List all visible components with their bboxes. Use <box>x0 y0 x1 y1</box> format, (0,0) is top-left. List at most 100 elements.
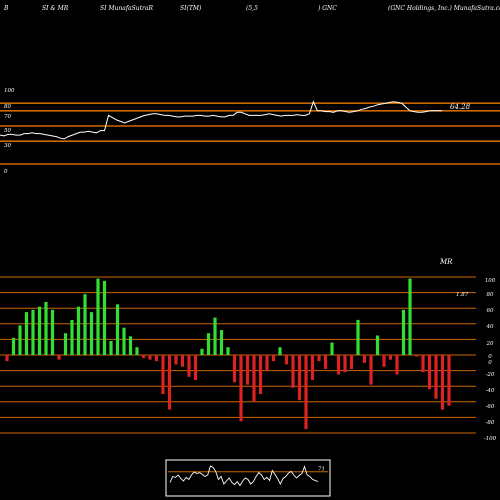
mr-bar <box>50 309 55 355</box>
mr-bar <box>232 355 237 383</box>
mr-bar <box>89 312 94 355</box>
mr-ytick-5: 0 <box>488 354 492 360</box>
mr-bar <box>427 355 432 390</box>
mr-ytick-0: 100 <box>485 278 496 284</box>
mr-bar <box>115 304 120 355</box>
mr-bar <box>44 302 48 355</box>
mr-bar <box>330 342 334 355</box>
mr-bar <box>167 355 172 410</box>
mr-bar <box>278 347 282 355</box>
rsi-ytick-3: 50 <box>4 128 11 134</box>
mr-last-value-label: 1.87 <box>456 292 469 298</box>
mr-bar <box>362 355 367 363</box>
mr-ytick-11: -100 <box>484 436 497 442</box>
mr-bar <box>239 355 243 422</box>
mr-bar <box>63 333 68 355</box>
mr-bar <box>122 327 126 355</box>
mr-bar <box>219 330 224 355</box>
mr-bar <box>109 341 113 355</box>
mr-bar <box>102 280 107 355</box>
mr-bar <box>408 278 412 355</box>
mr-ytick-3: 40 <box>486 324 494 330</box>
rsi-ytick-1: 80 <box>4 104 11 110</box>
mr-bar <box>258 355 263 394</box>
mini-rsi-panel: 71 <box>165 459 331 497</box>
mr-bar <box>421 355 425 373</box>
mr-bar <box>310 355 315 380</box>
mr-bar <box>388 355 393 360</box>
header-item-1: SI & MR <box>42 5 69 12</box>
mini-frame <box>165 459 331 497</box>
mr-bar <box>382 355 386 367</box>
header-item-3: SI(TM) <box>180 5 202 12</box>
mr-bar <box>323 355 328 369</box>
mr-bar <box>434 355 438 399</box>
rsi-ytick-2: 70 <box>4 114 11 120</box>
header-item-4: (5,5 <box>246 5 258 12</box>
mr-title: MR <box>439 258 453 266</box>
mr-bar <box>304 355 308 430</box>
mr-bar <box>76 306 81 355</box>
mr-bar <box>70 319 74 355</box>
rsi-ytick-4: 30 <box>4 143 11 149</box>
mr-bar <box>265 355 269 371</box>
mr-bar <box>83 294 87 355</box>
mr-bar <box>206 333 211 355</box>
mini-last-value-label: 71 <box>318 467 325 473</box>
mr-bar <box>336 355 341 375</box>
mr-bar <box>343 355 347 373</box>
mr-bar <box>24 312 29 355</box>
mr-bar <box>349 355 354 369</box>
mr-bar <box>297 355 302 401</box>
mr-bar <box>356 319 360 355</box>
mr-bar <box>252 355 256 402</box>
mr-bar <box>193 355 198 380</box>
header-item-2: SI MunafaSutraR <box>100 5 153 12</box>
mr-bar <box>174 355 178 365</box>
rsi-last-value-label: 64.28 <box>450 103 471 111</box>
mr-bar <box>18 325 22 355</box>
mr-bar <box>291 355 295 388</box>
header-item-6: (GNC Holdings, Inc.) MunafaSutra.com <box>388 5 500 12</box>
mr-bar <box>213 317 217 355</box>
header-item-5: ) GNC <box>317 5 337 12</box>
mr-bar <box>128 336 133 355</box>
mr-bar <box>440 355 445 410</box>
chart-header: B SI & MR SI MunafaSutraR SI(TM) (5,5 ) GNC (G… <box>3 5 500 12</box>
mr-bar <box>148 355 152 360</box>
mr-bar <box>226 347 230 355</box>
mr-bar <box>187 355 191 377</box>
mr-ytick-7: -20 <box>486 372 495 378</box>
mr-bar <box>5 355 9 362</box>
mr-bar <box>37 306 42 355</box>
mr-bar <box>414 355 419 357</box>
mr-bar <box>401 309 406 355</box>
mr-panel: 100 80 60 40 20 00 -20 -40 -60 -80 -100 MR 1.87 <box>0 258 497 442</box>
mr-bar <box>57 355 61 360</box>
mr-ytick-8: -40 <box>486 388 495 394</box>
rsi-panel: 100 80 70 50 30 0 64.28 <box>0 88 500 175</box>
mr-ytick-6: 0 <box>488 360 492 366</box>
mr-bar <box>369 355 373 385</box>
rsi-ytick-5: 0 <box>4 169 8 175</box>
mini-series-line <box>169 465 319 487</box>
mr-ytick-4: 20 <box>486 341 494 347</box>
mr-ytick-10: -80 <box>486 420 495 426</box>
mr-bar <box>284 355 289 365</box>
mr-ytick-1: 80 <box>487 292 494 298</box>
mr-bar <box>317 355 321 362</box>
mr-bar <box>200 348 204 355</box>
mr-bar <box>141 355 146 359</box>
mr-bar <box>11 337 16 355</box>
mr-bar <box>395 355 399 375</box>
rsi-series-line <box>0 100 442 140</box>
header-item-0: B <box>3 5 9 12</box>
mr-bar <box>154 355 159 362</box>
mr-bar <box>135 347 139 355</box>
mr-bar <box>245 355 250 385</box>
mr-bar <box>447 355 451 406</box>
mr-bar <box>271 355 276 362</box>
mr-bar <box>96 278 100 355</box>
mr-bar <box>31 309 35 355</box>
